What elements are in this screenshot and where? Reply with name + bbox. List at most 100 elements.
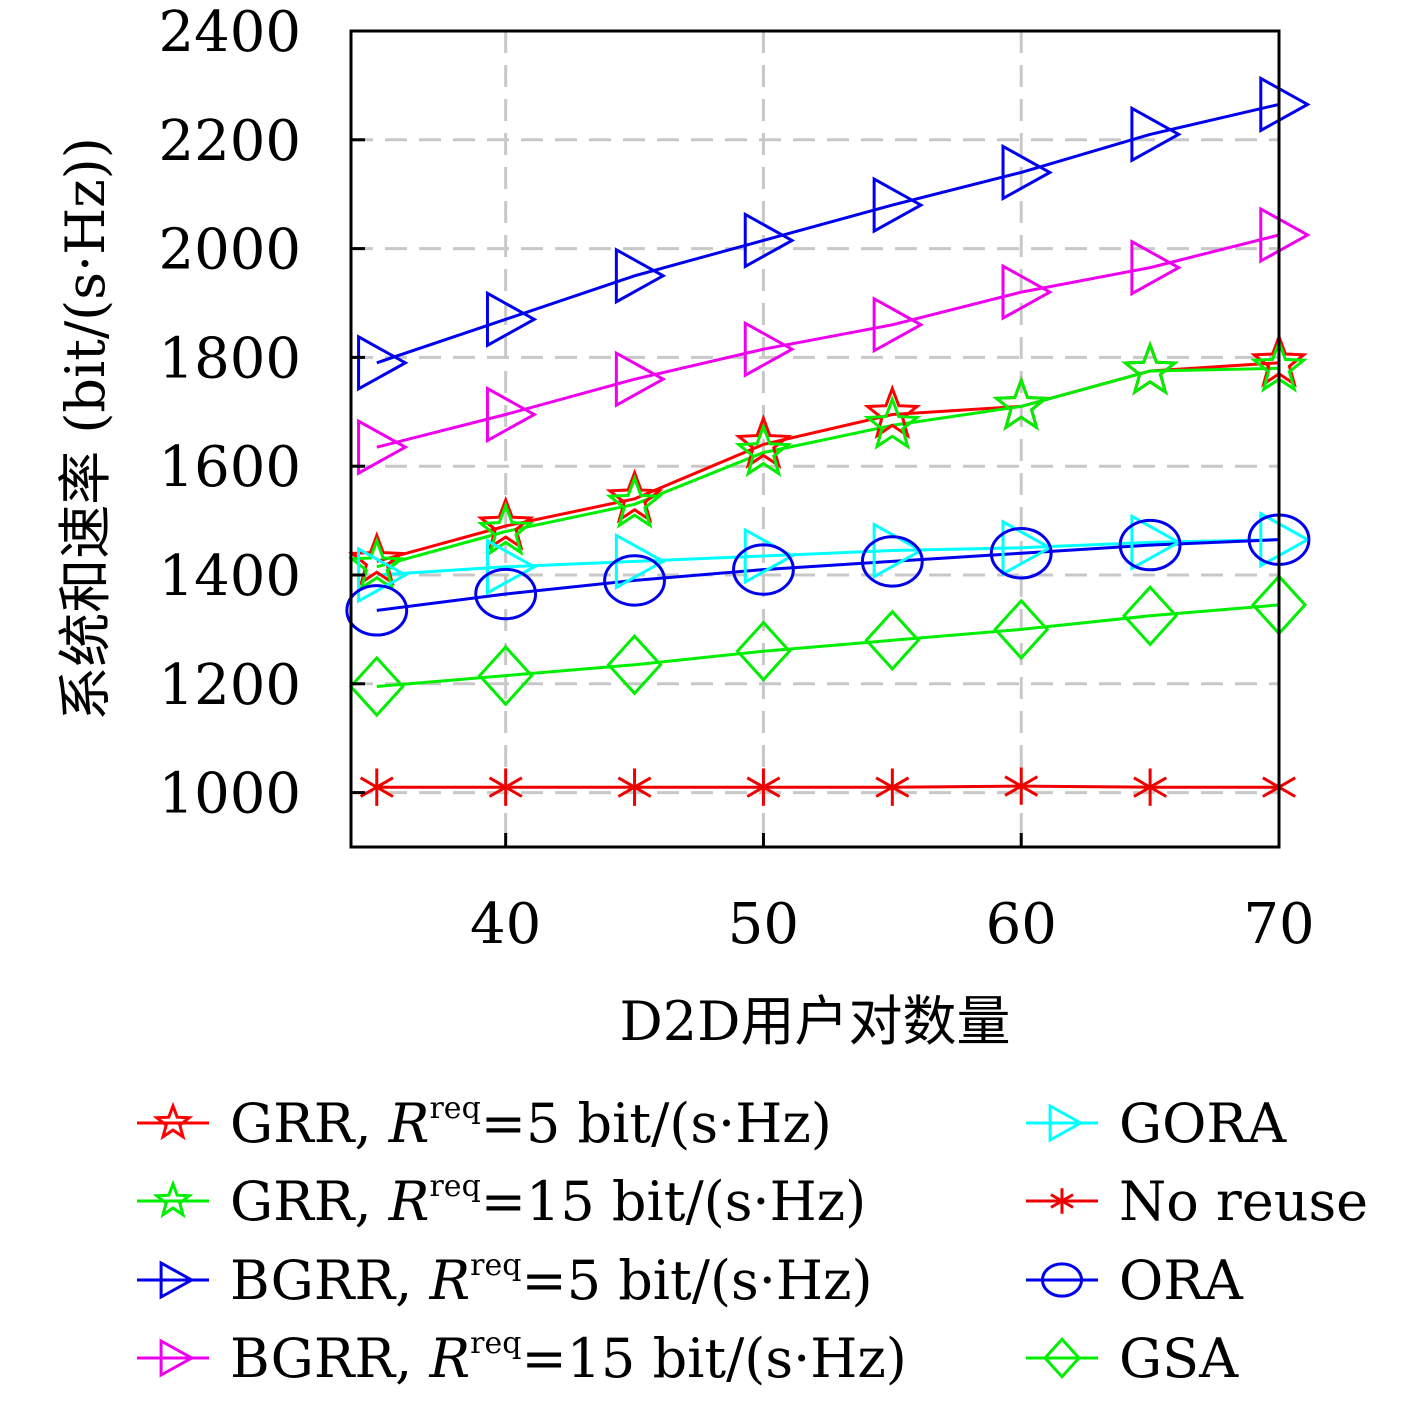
data-point-0-3	[734, 414, 793, 469]
legend-item: BGRR, Rreq=15 bit/(s·Hz)	[137, 1326, 907, 1390]
data-point-0-2	[605, 468, 664, 524]
legend-item: GRR, Rreq=5 bit/(s·Hz)	[137, 1091, 832, 1155]
data-point-7-3	[735, 620, 792, 682]
legend-label: GORA	[1119, 1092, 1287, 1155]
legend-item: GSA	[1026, 1327, 1239, 1390]
legend-label: ORA	[1119, 1249, 1244, 1312]
data-point-0-1	[476, 495, 535, 551]
data-point-2-2	[614, 247, 667, 305]
data-point-2-1	[485, 290, 538, 348]
data-point-3-4	[872, 296, 925, 354]
data-point-2-3	[743, 211, 796, 269]
y-tick-label: 2400	[158, 0, 301, 65]
data-point-6-5	[989, 527, 1053, 580]
y-tick-label: 2000	[158, 218, 301, 283]
data-point-2-0	[357, 334, 409, 392]
legend-item: BGRR, Rreq=5 bit/(s·Hz)	[137, 1248, 873, 1312]
data-point-1-4	[863, 395, 922, 450]
legend: GRR, Rreq=5 bit/(s·Hz) GRR, Rreq=15 bit/(…	[137, 1091, 1368, 1390]
data-point-1-1	[476, 501, 535, 556]
y-tick-label: 1200	[158, 653, 301, 718]
x-tick-label: 60	[986, 892, 1057, 957]
series-line-5	[376, 784, 1279, 789]
data-point-4-1	[485, 538, 538, 596]
data-point-7-1	[477, 644, 534, 707]
legend-item: ORA	[1026, 1249, 1244, 1312]
legend-item: GORA	[1026, 1092, 1287, 1155]
data-point-6-0	[345, 584, 409, 637]
plot-frame	[349, 29, 1281, 849]
data-point-2-7	[1259, 75, 1311, 133]
data-point-3-3	[743, 320, 796, 378]
data-point-1-3	[734, 422, 793, 478]
y-axis-label: 系统和速率 (bit/(s·Hz))	[54, 137, 117, 721]
data-point-1-5	[992, 376, 1050, 431]
data-point-5-3	[746, 768, 781, 806]
data-point-5-1	[488, 768, 523, 806]
x-tick-label: 70	[1243, 892, 1314, 957]
legend-label: No reuse	[1119, 1170, 1368, 1233]
data-point-4-3	[743, 527, 796, 585]
data-point-4-6	[1130, 513, 1182, 571]
data-point-3-0	[357, 418, 409, 476]
data-point-3-6	[1130, 239, 1182, 297]
data-point-7-4	[864, 609, 921, 672]
data-point-5-0	[359, 768, 394, 806]
data-point-7-6	[1122, 584, 1179, 647]
legend-marker	[159, 1260, 195, 1300]
data-point-7-2	[606, 633, 663, 696]
data-point-3-1	[485, 385, 538, 444]
x-tick-label: 50	[728, 892, 799, 957]
data-point-3-2	[614, 350, 667, 408]
grid-lines	[351, 31, 1279, 847]
x-axis-label: D2D用户对数量	[620, 990, 1011, 1053]
data-point-2-6	[1130, 105, 1182, 163]
legend-item: GRR, Rreq=15 bit/(s·Hz)	[137, 1169, 866, 1233]
series-line-2	[376, 102, 1280, 365]
series-line-3	[376, 233, 1280, 449]
legend-marker	[1048, 1103, 1084, 1143]
series-lines	[376, 102, 1280, 789]
y-tick-label: 1800	[158, 326, 301, 391]
data-point-3-5	[1001, 263, 1053, 321]
data-point-4-7	[1259, 511, 1311, 569]
y-tick-label: 1600	[158, 435, 301, 500]
legend-label: GRR, Rreq=15 bit/(s·Hz)	[230, 1169, 866, 1233]
legend-label: BGRR, Rreq=15 bit/(s·Hz)	[230, 1326, 907, 1390]
data-point-3-7	[1259, 206, 1311, 264]
legend-marker	[1040, 1262, 1084, 1298]
data-point-5-4	[875, 768, 910, 806]
data-point-5-6	[1133, 768, 1168, 806]
legend-marker	[159, 1338, 195, 1378]
data-point-5-2	[617, 768, 652, 806]
data-point-1-6	[1121, 340, 1179, 396]
series-line-4	[376, 538, 1280, 577]
y-axis-ticks: 1000 1200 1400 1600 1800 2000 2200 2400	[158, 0, 365, 827]
data-point-4-5	[1001, 519, 1053, 577]
legend-marker	[1042, 1337, 1082, 1379]
data-point-7-0	[348, 655, 405, 718]
y-tick-label: 1000	[158, 762, 301, 827]
data-point-7-5	[993, 598, 1050, 661]
data-point-6-2	[603, 554, 666, 607]
data-point-6-4	[860, 535, 924, 588]
data-point-2-4	[872, 176, 925, 234]
data-point-6-3	[732, 543, 795, 596]
series-line-7	[376, 603, 1280, 688]
data-point-0-4	[863, 384, 922, 440]
x-axis-ticks: 40 50 60 70	[470, 833, 1315, 957]
data-point-1-2	[605, 474, 664, 529]
data-point-6-6	[1118, 518, 1182, 572]
legend-label: GRR, Rreq=5 bit/(s·Hz)	[230, 1091, 832, 1155]
data-point-5-5	[1004, 767, 1039, 805]
legend-label: GSA	[1119, 1327, 1239, 1390]
y-tick-label: 1400	[158, 544, 301, 609]
data-point-6-1	[474, 567, 538, 621]
legend-marker	[1050, 1188, 1074, 1214]
legend-marker	[152, 1101, 194, 1141]
legend-label: BGRR, Rreq=5 bit/(s·Hz)	[230, 1248, 873, 1312]
legend-item: No reuse	[1026, 1170, 1368, 1233]
y-tick-label: 2200	[158, 109, 301, 174]
series-line-6	[376, 538, 1280, 612]
series-markers	[345, 75, 1311, 806]
